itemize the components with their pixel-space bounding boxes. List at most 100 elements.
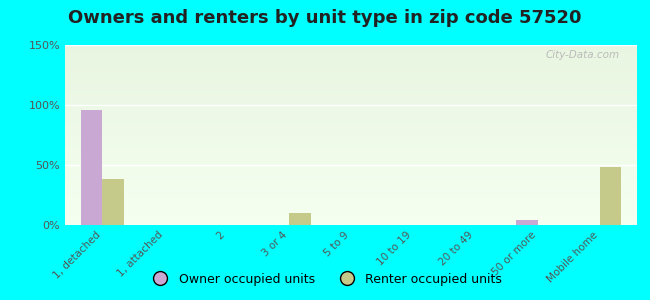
Bar: [65, 67, 637, 68]
Bar: [65, 164, 637, 166]
Bar: [600, 167, 621, 225]
Bar: [65, 121, 637, 122]
Bar: [65, 160, 637, 162]
Bar: [65, 137, 637, 139]
Bar: [65, 104, 637, 106]
Bar: [65, 205, 637, 207]
Bar: [65, 128, 637, 130]
Bar: [65, 198, 637, 200]
Bar: [65, 131, 637, 133]
Bar: [65, 49, 637, 50]
Bar: [65, 189, 637, 191]
Bar: [65, 59, 637, 61]
Bar: [65, 63, 637, 65]
Bar: [65, 216, 637, 218]
Bar: [65, 155, 637, 157]
Bar: [65, 153, 637, 155]
Bar: [65, 146, 637, 148]
Bar: [65, 182, 637, 184]
Bar: [65, 162, 637, 164]
Bar: [65, 193, 637, 194]
Bar: [65, 212, 637, 214]
Bar: [65, 92, 637, 94]
Bar: [65, 135, 637, 137]
Bar: [65, 211, 637, 212]
Bar: [65, 81, 637, 83]
Bar: [65, 77, 637, 79]
Bar: [65, 173, 637, 175]
Bar: [65, 50, 637, 52]
Bar: [65, 65, 637, 67]
Bar: [65, 85, 637, 86]
Bar: [65, 110, 637, 112]
Bar: [65, 99, 637, 101]
Bar: [65, 180, 637, 182]
Bar: [102, 179, 124, 225]
Bar: [65, 166, 637, 167]
Bar: [65, 45, 637, 47]
Bar: [65, 119, 637, 121]
Bar: [65, 209, 637, 211]
Bar: [65, 76, 637, 77]
Bar: [65, 178, 637, 180]
Bar: [65, 117, 637, 119]
Bar: [65, 221, 637, 223]
Bar: [65, 97, 637, 99]
Bar: [65, 167, 637, 169]
Bar: [65, 202, 637, 203]
Bar: [65, 61, 637, 63]
Bar: [515, 220, 538, 225]
Bar: [65, 200, 637, 202]
Bar: [65, 72, 637, 74]
Bar: [289, 213, 311, 225]
Bar: [65, 176, 637, 178]
Bar: [65, 108, 637, 110]
Bar: [65, 218, 637, 220]
Bar: [65, 149, 637, 151]
Bar: [65, 184, 637, 185]
Bar: [81, 110, 102, 225]
Bar: [65, 185, 637, 187]
Bar: [65, 133, 637, 135]
Bar: [65, 112, 637, 113]
Bar: [65, 130, 637, 131]
Bar: [65, 196, 637, 198]
Bar: [65, 90, 637, 92]
Bar: [65, 70, 637, 72]
Bar: [65, 171, 637, 173]
Bar: [65, 47, 637, 49]
Bar: [65, 214, 637, 216]
Bar: [65, 115, 637, 117]
Bar: [65, 142, 637, 144]
Bar: [65, 113, 637, 115]
Bar: [65, 101, 637, 103]
Bar: [65, 203, 637, 205]
Bar: [65, 126, 637, 128]
Bar: [65, 223, 637, 225]
Bar: [65, 79, 637, 81]
Bar: [65, 122, 637, 124]
Bar: [65, 157, 637, 158]
Bar: [65, 144, 637, 146]
Bar: [65, 54, 637, 56]
Bar: [65, 103, 637, 104]
Bar: [65, 194, 637, 196]
Text: City-Data.com: City-Data.com: [546, 50, 620, 60]
Bar: [65, 151, 637, 153]
Bar: [65, 169, 637, 171]
Bar: [65, 95, 637, 97]
Bar: [65, 106, 637, 108]
Bar: [65, 158, 637, 160]
Bar: [65, 191, 637, 193]
Bar: [65, 207, 637, 209]
Bar: [65, 220, 637, 221]
Bar: [65, 187, 637, 189]
Legend: Owner occupied units, Renter occupied units: Owner occupied units, Renter occupied un…: [143, 268, 507, 291]
Bar: [65, 68, 637, 70]
Bar: [65, 86, 637, 88]
Bar: [65, 148, 637, 149]
Bar: [65, 83, 637, 85]
Bar: [65, 58, 637, 59]
Bar: [65, 175, 637, 176]
Bar: [65, 74, 637, 76]
